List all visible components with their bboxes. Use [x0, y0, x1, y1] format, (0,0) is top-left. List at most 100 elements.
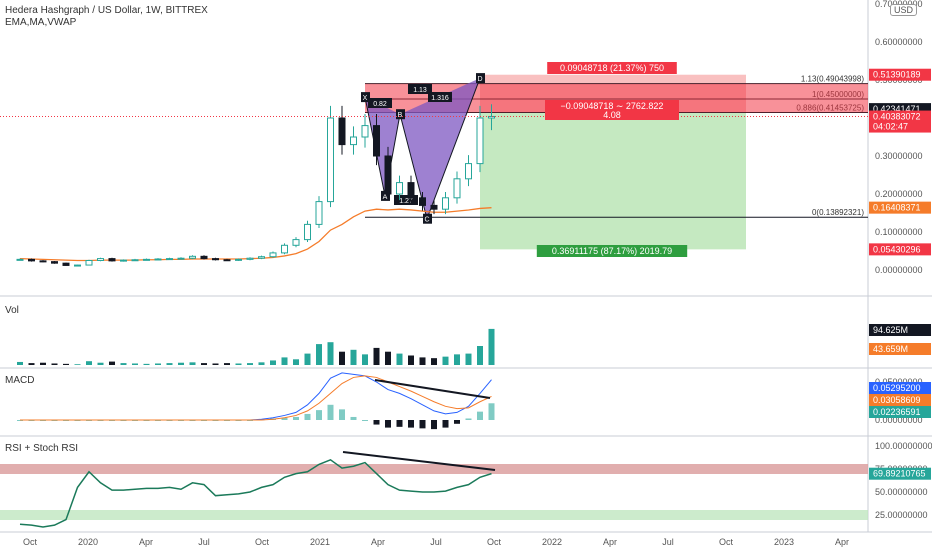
volume-bar	[270, 360, 276, 365]
macd-badge	[869, 406, 931, 418]
candle-body	[51, 261, 58, 264]
pattern-point-label: X	[363, 95, 368, 102]
rsi-trendline	[342, 451, 496, 471]
macd-histogram-bar	[442, 420, 449, 428]
price-tick-label: 0.00000000	[875, 265, 923, 275]
rsi-tick-label: 50.00000000	[875, 487, 928, 497]
time-axis-label: Oct	[23, 537, 38, 547]
price-badge-countdown: 04:02:47	[873, 122, 908, 132]
macd-histogram-bar	[385, 420, 391, 428]
time-axis-label: Apr	[139, 537, 153, 547]
time-axis-label: Jul	[662, 537, 674, 547]
volume-pane-title: Vol	[5, 305, 19, 316]
rsi-badge-label: 69.89210765	[873, 469, 926, 479]
rsi-oversold-band	[0, 510, 868, 520]
candle-body	[476, 117, 484, 165]
volume-bar	[408, 355, 414, 365]
candle-body	[281, 244, 288, 254]
price-tick-label: 0.30000000	[875, 151, 923, 161]
candle-body	[292, 239, 300, 246]
volume-bar	[51, 363, 58, 365]
ema-line	[19, 207, 492, 262]
macd-histogram-bar	[465, 418, 472, 420]
candle-body	[442, 197, 449, 210]
volume-bar	[258, 362, 265, 365]
price-badge-label: 0.51390189	[873, 70, 921, 80]
pattern-point-label: A	[383, 194, 388, 201]
macd-badge-label: 0.03058609	[873, 395, 921, 405]
candle-body	[235, 258, 242, 261]
macd-line	[20, 372, 492, 421]
macd-tick-label: 0.00000000	[875, 415, 923, 425]
candle-body	[39, 260, 47, 263]
candle-body	[396, 182, 403, 195]
candle-body	[154, 258, 162, 261]
price-badge	[869, 110, 931, 133]
fib-level-label: 0(0.13892321)	[812, 208, 864, 217]
macd-histogram-bar	[488, 403, 495, 420]
macd-badge	[869, 382, 931, 394]
take-profit-label: 0.36911175 (87.17%) 2019.79	[552, 246, 672, 256]
volume-bar	[419, 357, 426, 365]
macd-histogram-bar	[327, 404, 334, 420]
price-tick-label: 0.60000000	[875, 37, 923, 47]
volume-bar	[235, 363, 242, 365]
time-axis-label: 2022	[542, 537, 562, 547]
pattern-point-marker	[476, 73, 485, 84]
stop-loss-label-box	[547, 62, 677, 74]
pattern-ratio-box	[368, 98, 392, 108]
pattern-ratio-label: 1.27	[399, 198, 413, 205]
macd-histogram-bar	[350, 416, 357, 420]
volume-badge	[869, 324, 931, 336]
volume-bar	[40, 362, 46, 365]
macd-histogram-bar	[281, 417, 288, 420]
volume-bar	[465, 353, 472, 365]
rsi-tick-label: 100.00000000	[875, 441, 932, 451]
macd-histogram-bar	[396, 420, 403, 427]
price-tick-label: 0.20000000	[875, 189, 923, 199]
volume-bar	[74, 364, 81, 365]
macd-histogram-bar	[431, 420, 437, 430]
macd-badge	[869, 394, 931, 406]
candle-body	[97, 258, 104, 262]
volume-bar	[28, 363, 35, 365]
time-axis-label: 2023	[774, 537, 794, 547]
time-axis-label: Apr	[603, 537, 617, 547]
candle-body	[166, 258, 173, 261]
volume-badge-label: 94.625M	[873, 325, 908, 335]
pattern-point-marker	[381, 190, 390, 201]
candle-body	[361, 125, 369, 138]
volume-bar	[86, 361, 92, 365]
candle-body	[108, 258, 116, 262]
time-axis-label: Jul	[198, 537, 210, 547]
time-axis-label: Oct	[719, 537, 734, 547]
entry-label-box	[545, 100, 679, 120]
macd-histogram-bar	[304, 413, 311, 420]
candle-body	[74, 264, 81, 267]
pattern-ratio-label: 1.13	[413, 87, 427, 94]
price-tick-label: 0.10000000	[875, 227, 923, 237]
volume-bar	[143, 363, 150, 365]
volume-bar	[477, 346, 483, 365]
candle-body	[488, 115, 495, 119]
candle-body	[212, 258, 219, 261]
volume-bar	[212, 363, 219, 365]
rsi-pane-title: RSI + Stoch RSI	[5, 443, 79, 454]
volume-bar	[350, 349, 357, 365]
pattern-point-label: B	[398, 112, 403, 119]
volume-bar	[178, 362, 184, 365]
indicator-legend: EMA,MA,VWAP	[5, 17, 77, 28]
volume-bar	[63, 363, 69, 365]
price-badge-label: 0.40383072	[873, 112, 921, 122]
macd-histogram-bar	[362, 420, 368, 421]
volume-bar	[189, 362, 196, 365]
price-badge-label: 0.05430296	[873, 244, 921, 254]
time-axis-label: Oct	[255, 537, 270, 547]
price-badge-label: 0.16408371	[873, 203, 921, 213]
macd-pane-title: MACD	[5, 375, 35, 386]
volume-bar	[281, 357, 288, 365]
currency-badge[interactable]: USD	[890, 4, 918, 16]
pattern-point-marker	[361, 92, 370, 103]
time-axis-label: Oct	[487, 537, 502, 547]
